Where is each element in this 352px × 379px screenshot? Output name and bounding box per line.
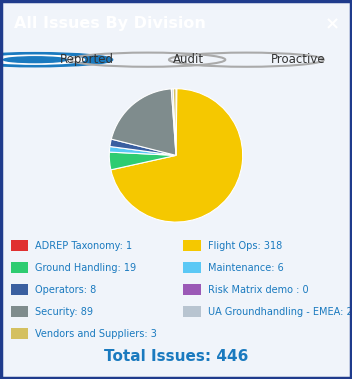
Bar <box>11 263 28 274</box>
Text: Security: 89: Security: 89 <box>35 307 93 317</box>
Wedge shape <box>109 147 176 155</box>
Circle shape <box>4 57 67 63</box>
Wedge shape <box>109 152 176 170</box>
Wedge shape <box>173 89 176 155</box>
Text: ×: × <box>325 15 340 33</box>
Text: Total Issues: 446: Total Issues: 446 <box>104 349 248 364</box>
Text: Operators: 8: Operators: 8 <box>35 285 96 295</box>
Text: UA Groundhandling - EMEA: 2: UA Groundhandling - EMEA: 2 <box>208 307 352 317</box>
Text: ADREP Taxonomy: 1: ADREP Taxonomy: 1 <box>35 241 132 251</box>
Text: Audit: Audit <box>172 53 203 66</box>
Wedge shape <box>176 89 177 155</box>
Bar <box>11 284 28 296</box>
Wedge shape <box>171 89 176 155</box>
Text: Reported: Reported <box>60 53 114 66</box>
Text: Flight Ops: 318: Flight Ops: 318 <box>208 241 282 251</box>
Bar <box>183 241 201 252</box>
Text: Vendors and Suppliers: 3: Vendors and Suppliers: 3 <box>35 329 157 339</box>
Text: Maintenance: 6: Maintenance: 6 <box>208 263 283 273</box>
Bar <box>183 284 201 296</box>
Bar <box>11 328 28 340</box>
Wedge shape <box>111 89 176 155</box>
Text: All Issues By Division: All Issues By Division <box>14 16 206 31</box>
Bar <box>11 241 28 252</box>
Bar <box>183 263 201 274</box>
Circle shape <box>0 55 84 64</box>
Circle shape <box>0 53 113 67</box>
Bar <box>183 306 201 318</box>
Text: Ground Handling: 19: Ground Handling: 19 <box>35 263 136 273</box>
Bar <box>11 306 28 318</box>
Wedge shape <box>111 89 243 222</box>
Text: Proactive: Proactive <box>271 53 326 66</box>
Text: Risk Matrix demo : 0: Risk Matrix demo : 0 <box>208 285 308 295</box>
Wedge shape <box>110 139 176 155</box>
